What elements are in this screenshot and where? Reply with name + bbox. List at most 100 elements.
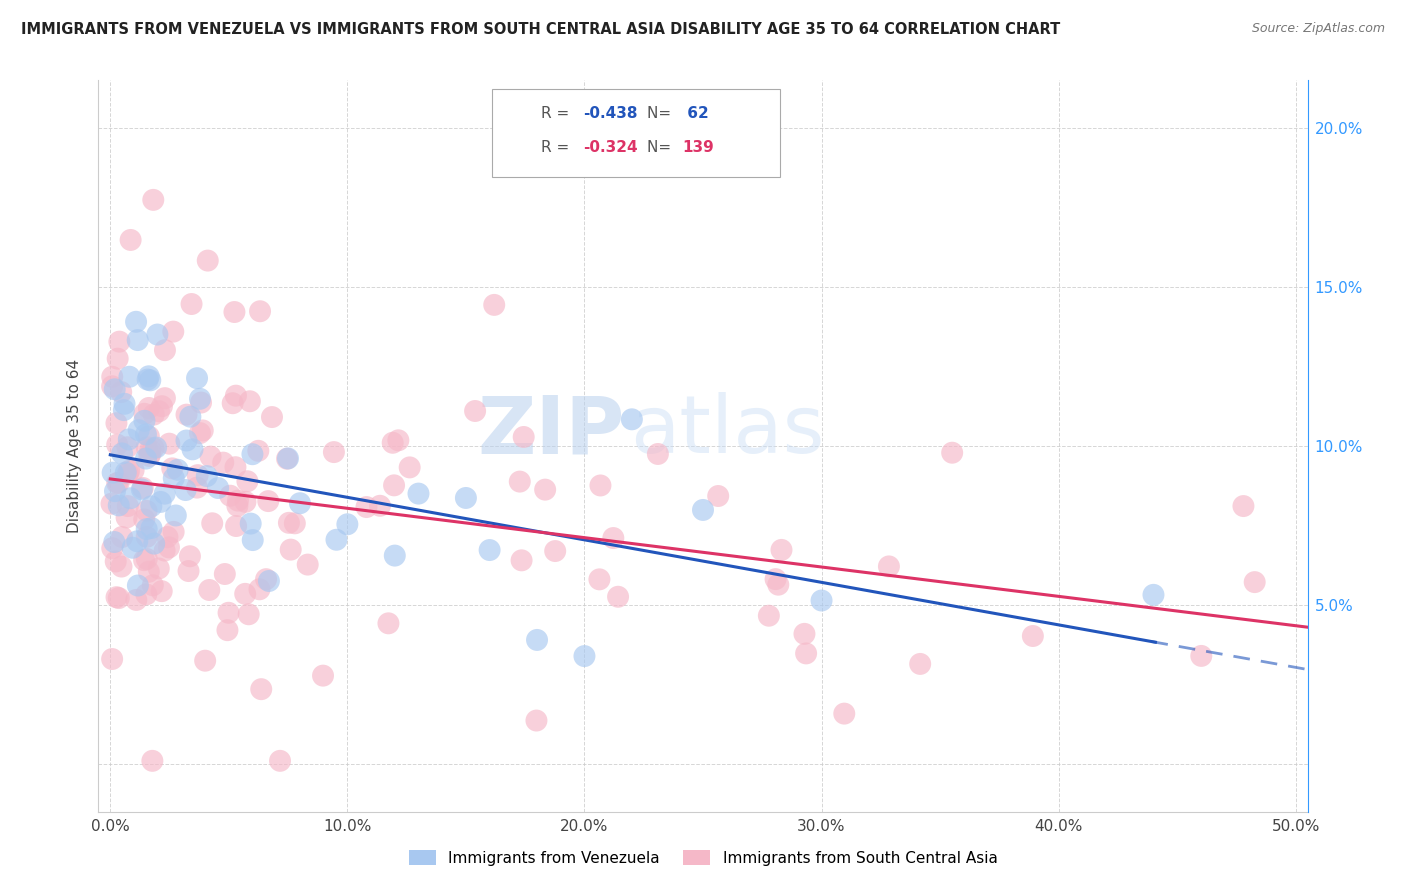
Point — [139, 442, 162, 457]
Point — [602, 531, 624, 545]
Point — [132, 553, 155, 567]
Point — [382, 478, 405, 492]
Point — [588, 572, 610, 586]
Point — [117, 440, 139, 454]
Point — [325, 533, 347, 547]
Text: -0.324: -0.324 — [583, 140, 638, 154]
Point — [219, 489, 242, 503]
Point — [142, 193, 165, 207]
Point — [770, 542, 793, 557]
Point — [408, 486, 430, 500]
Point — [207, 481, 229, 495]
Text: Source: ZipAtlas.com: Source: ZipAtlas.com — [1251, 22, 1385, 36]
Point — [135, 427, 157, 442]
Point — [398, 460, 420, 475]
Point — [108, 334, 131, 349]
Point — [177, 564, 200, 578]
Point — [190, 395, 212, 409]
Point — [153, 543, 176, 558]
Point — [201, 516, 224, 531]
Point — [153, 343, 176, 358]
Point — [104, 382, 127, 396]
Point — [142, 442, 165, 456]
Point — [758, 608, 780, 623]
Point — [100, 497, 122, 511]
Y-axis label: Disability Age 35 to 64: Disability Age 35 to 64 — [67, 359, 83, 533]
Point — [107, 351, 129, 366]
Point — [135, 530, 157, 544]
Point — [526, 714, 548, 728]
Point — [224, 305, 246, 319]
Point — [512, 430, 534, 444]
Point — [692, 503, 714, 517]
Point — [157, 541, 180, 555]
Point — [150, 584, 173, 599]
Point — [110, 559, 132, 574]
Point — [127, 333, 149, 347]
Point — [138, 449, 160, 463]
Legend: Immigrants from Venezuela, Immigrants from South Central Asia: Immigrants from Venezuela, Immigrants fr… — [401, 843, 1005, 873]
Point — [195, 469, 218, 483]
Point — [166, 463, 188, 477]
Point — [118, 369, 141, 384]
Point — [242, 447, 264, 461]
Point — [1243, 575, 1265, 590]
Point — [104, 484, 127, 499]
Point — [138, 429, 160, 443]
Point — [112, 403, 135, 417]
Point — [131, 483, 153, 497]
Point — [200, 450, 222, 464]
Text: N=: N= — [647, 106, 676, 120]
Point — [1142, 588, 1164, 602]
Point — [794, 647, 817, 661]
Point — [125, 315, 148, 329]
Point — [509, 475, 531, 489]
Point — [574, 649, 596, 664]
Text: N=: N= — [647, 140, 676, 154]
Point — [136, 373, 159, 387]
Text: 139: 139 — [682, 140, 714, 154]
Point — [239, 516, 262, 531]
Point — [233, 587, 256, 601]
Point — [139, 373, 162, 387]
Point — [121, 541, 143, 555]
Text: 62: 62 — [682, 106, 709, 120]
Point — [120, 233, 142, 247]
Point — [620, 412, 643, 426]
Point — [139, 447, 162, 461]
Point — [188, 426, 211, 441]
Point — [454, 491, 477, 505]
Point — [236, 475, 259, 489]
Point — [103, 535, 125, 549]
Point — [312, 668, 335, 682]
Point — [107, 499, 129, 513]
Point — [153, 486, 176, 500]
Point — [114, 397, 136, 411]
Point — [194, 654, 217, 668]
Point — [135, 451, 157, 466]
Point — [238, 607, 260, 622]
Point — [105, 438, 128, 452]
Point — [226, 499, 249, 513]
Point — [141, 754, 163, 768]
Point — [249, 582, 271, 597]
Point — [179, 409, 201, 424]
Point — [589, 478, 612, 492]
Point — [607, 590, 630, 604]
Point — [111, 530, 134, 544]
Point — [218, 606, 240, 620]
Point — [142, 578, 165, 592]
Point — [149, 495, 172, 509]
Text: R =: R = — [541, 140, 575, 154]
Point — [186, 371, 208, 385]
Point — [157, 436, 180, 450]
Point — [908, 657, 931, 671]
Point — [165, 508, 187, 523]
Point — [832, 706, 855, 721]
Point — [322, 445, 344, 459]
Point — [239, 394, 262, 409]
Point — [176, 434, 198, 448]
Point — [269, 754, 291, 768]
Point — [288, 496, 311, 510]
Point — [101, 652, 124, 666]
